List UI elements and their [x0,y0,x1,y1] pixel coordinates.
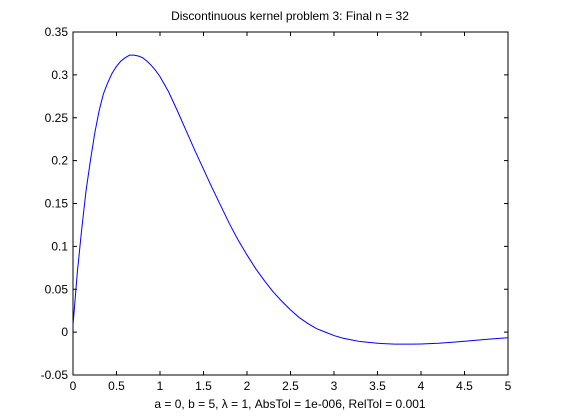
x-tick-label: 4 [418,379,425,393]
x-tick-label: 2 [244,379,251,393]
x-axis: 0 0.5 1 1.5 2 2.5 3 3.5 4 4.5 5 [70,32,512,393]
y-tick-label: 0.1 [51,239,68,253]
y-axis: -0.05 0 0.05 0.1 0.15 0.2 0.25 0.3 0.35 [41,25,508,382]
x-tick-label: 1 [157,379,164,393]
y-tick-label: 0.35 [45,25,69,39]
x-tick-label: 2.5 [282,379,299,393]
y-tick-label: 0.3 [51,68,68,82]
x-tick-label: 1.5 [195,379,212,393]
y-tick-label: -0.05 [41,368,69,382]
series-line [72,54,509,345]
y-tick-label: 0 [61,325,68,339]
x-tick-label: 0.5 [108,379,125,393]
x-tick-label: 4.5 [456,379,473,393]
x-tick-label: 3.5 [369,379,386,393]
y-tick-label: 0.15 [45,197,69,211]
x-axis-label: a = 0, b = 5, λ = 1, AbsTol = 1e-006, Re… [154,397,426,411]
axes-box [72,31,509,376]
y-tick-label: 0.25 [45,111,69,125]
x-tick-label: 0 [70,379,77,393]
x-tick-label: 3 [331,379,338,393]
chart-title: Discontinuous kernel problem 3: Final n … [171,9,409,23]
y-tick-label: 0.2 [51,154,68,168]
plot-area [72,31,509,376]
y-tick-label: 0.05 [45,282,69,296]
x-tick-label: 5 [505,379,512,393]
